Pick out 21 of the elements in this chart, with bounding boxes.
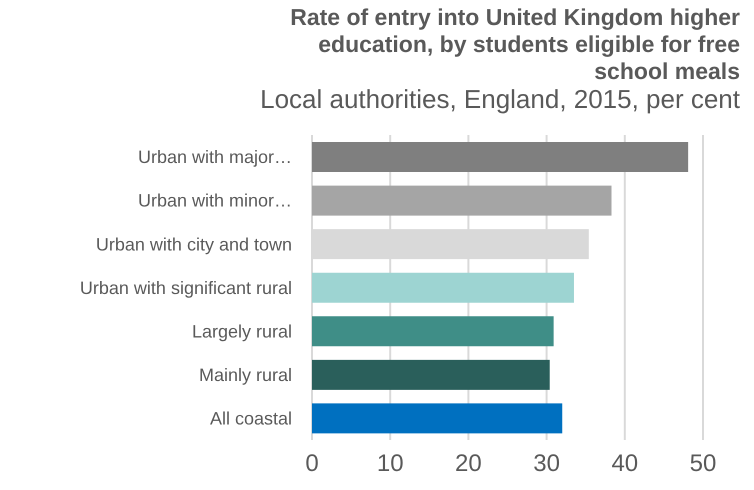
bar — [312, 186, 612, 216]
x-tick-label: 30 — [533, 450, 560, 478]
y-tick-label: Largely rural — [192, 321, 292, 342]
y-tick-label: Urban with major… — [138, 147, 292, 168]
bar — [312, 403, 562, 434]
y-tick-label: All coastal — [210, 408, 292, 429]
x-tick-label: 20 — [455, 450, 482, 478]
x-tick-label: 0 — [305, 450, 319, 478]
chart-title: Rate of entry into United Kingdom higher education, by students eligible for free school meals — [289, 4, 740, 85]
x-tick-label: 50 — [690, 450, 716, 478]
y-tick-label: Urban with city and town — [96, 234, 292, 254]
y-tick-label: Mainly rural — [198, 365, 292, 386]
bar — [312, 272, 574, 303]
x-tick-label: 10 — [376, 450, 404, 478]
bar — [312, 142, 688, 172]
bar — [312, 316, 554, 346]
chart-subtitle: Local authorities, England, 2015, per cent — [260, 84, 740, 114]
y-tick-label: Urban with significant rural — [80, 278, 292, 298]
x-tick-label: 40 — [611, 450, 638, 478]
bar — [312, 360, 550, 390]
y-tick-label: Urban with minor… — [138, 190, 292, 211]
